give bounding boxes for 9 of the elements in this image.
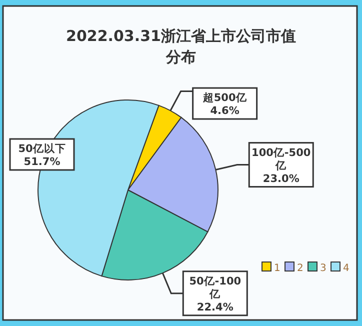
data-label: 100亿-500 亿 23.0% <box>252 146 311 185</box>
legend-label: 1 <box>274 263 280 274</box>
data-label: 超500亿 4.6% <box>202 91 248 117</box>
chart-title: 2022.03.31浙江省上市公司市值分布 <box>66 27 296 66</box>
legend-label: 2 <box>297 263 304 274</box>
legend-label: 3 <box>320 263 326 274</box>
data-label: 50亿-100 亿 22.4% <box>189 275 242 314</box>
data-label: 50亿以下 51.7% <box>18 142 66 168</box>
legend-label: 4 <box>343 263 350 274</box>
